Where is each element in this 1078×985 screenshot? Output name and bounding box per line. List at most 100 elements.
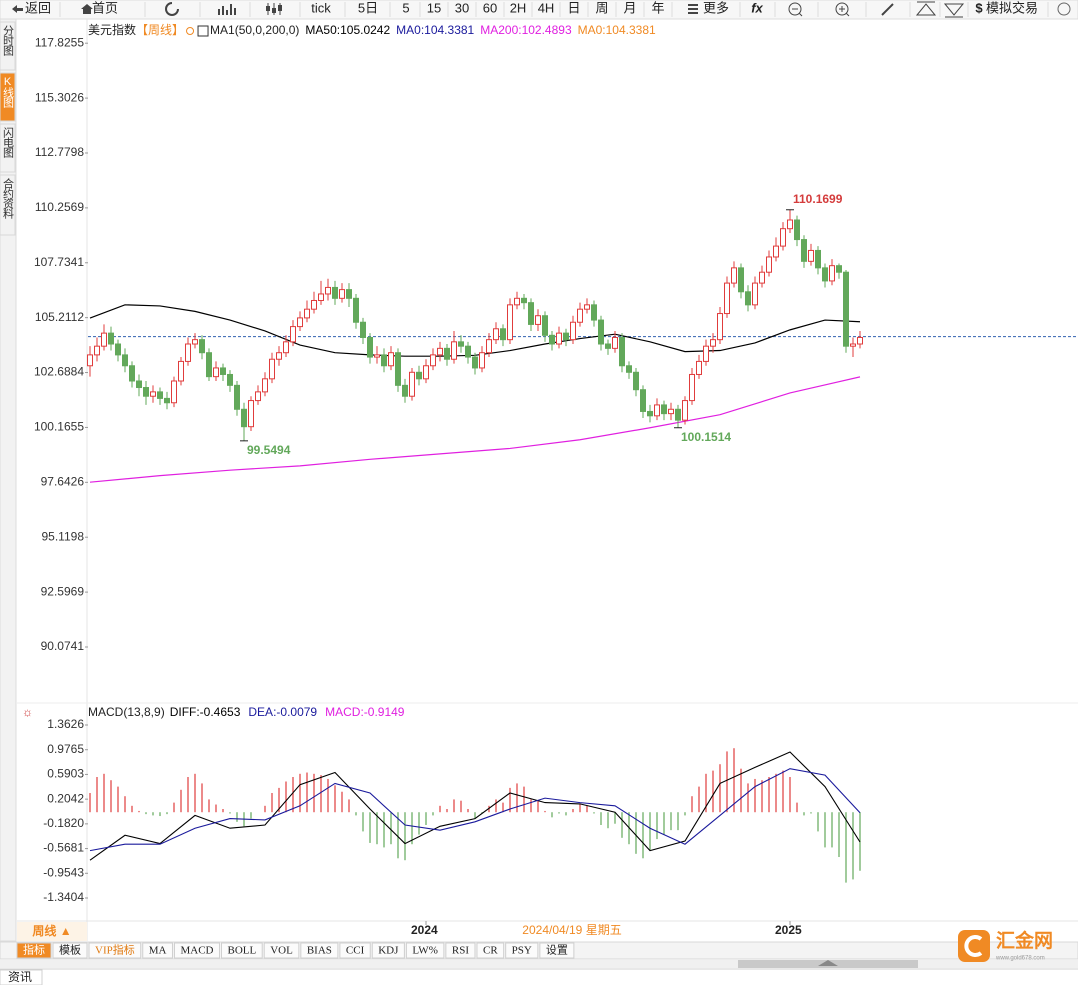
bottom-tab-label[interactable]: CR	[483, 945, 498, 957]
up-icon[interactable]	[915, 1, 937, 16]
period-button-bg[interactable]	[17, 922, 87, 941]
footer-tab-bg[interactable]	[0, 969, 43, 985]
side-tab[interactable]	[0, 72, 16, 122]
bottom-tab[interactable]	[371, 942, 405, 959]
candle-body	[248, 400, 254, 428]
legend-text: MA50:105.0242	[305, 23, 390, 37]
bottom-tab-label[interactable]: 指标	[23, 943, 45, 957]
bottom-tab-label[interactable]: PSY	[512, 945, 532, 957]
side-tab-label[interactable]: K线图	[2, 76, 15, 109]
candle-body	[262, 378, 268, 393]
side-tab[interactable]	[0, 21, 16, 71]
pen-icon[interactable]	[881, 3, 894, 16]
bottom-tab-label[interactable]: RSI	[452, 945, 469, 957]
toolbar-button[interactable]: 2H	[510, 0, 527, 15]
bottom-tab[interactable]	[142, 942, 173, 959]
bottom-tab[interactable]	[405, 942, 445, 959]
candle-body	[437, 347, 443, 356]
down-icon[interactable]	[943, 3, 965, 18]
refresh-icon[interactable]	[165, 2, 179, 16]
toolbar-button[interactable]: 首页	[92, 0, 118, 15]
bottom-tab[interactable]	[263, 942, 300, 959]
toolbar-button[interactable]: 15	[427, 0, 441, 15]
toolbar-button[interactable]: 模拟交易	[986, 0, 1038, 15]
period-label: 【周线】	[136, 23, 184, 37]
candle-body	[542, 315, 548, 336]
candle-body	[234, 384, 240, 410]
toolbar-button[interactable]: 周	[595, 0, 608, 15]
toolbar-button[interactable]: 更多	[703, 0, 729, 15]
candle-body	[675, 408, 681, 421]
bottom-tab[interactable]	[539, 942, 575, 959]
bottom-tab-label[interactable]: VOL	[270, 945, 293, 957]
bottom-tab-label[interactable]: BIAS	[307, 945, 332, 957]
back-icon[interactable]	[12, 5, 23, 13]
bottom-tab-label[interactable]: MA	[149, 945, 167, 957]
zoom-out-icon[interactable]	[788, 2, 802, 16]
bottom-tab[interactable]	[220, 942, 263, 959]
home-icon[interactable]	[81, 4, 93, 14]
candle-body	[710, 339, 716, 347]
y-tick-label: -0.9543	[43, 865, 84, 879]
bottom-tab-label[interactable]: 模板	[59, 943, 81, 957]
menu-icon[interactable]	[688, 4, 698, 14]
x-tick-label: 2025	[775, 923, 802, 937]
bottom-tab[interactable]	[300, 942, 339, 959]
bottom-tab[interactable]	[445, 942, 476, 959]
side-tab[interactable]	[0, 123, 16, 173]
bottom-tab-label[interactable]: KDJ	[378, 945, 399, 957]
indicator-box[interactable]	[197, 25, 209, 37]
candle-body	[94, 345, 100, 356]
side-tab-label[interactable]: 闪电图	[2, 126, 15, 159]
footer-tab[interactable]: 资讯	[8, 970, 32, 984]
bottom-tab[interactable]	[88, 942, 142, 959]
bottom-tab[interactable]	[476, 942, 505, 959]
bottom-tab[interactable]	[173, 942, 220, 959]
candle-body	[514, 297, 520, 306]
toolbar-button[interactable]: 5	[402, 0, 409, 15]
toolbar-button[interactable]: 返回	[25, 0, 51, 15]
zoom-in-icon[interactable]	[835, 2, 849, 16]
extreme-label: 110.1699	[793, 192, 843, 206]
more-icon[interactable]	[1057, 2, 1071, 16]
candle-body	[185, 343, 191, 362]
bottom-tab[interactable]	[52, 942, 88, 959]
toolbar-button[interactable]: fx	[751, 0, 763, 15]
candle-body	[661, 404, 667, 415]
y-tick-label: -0.1820	[43, 816, 84, 830]
bottom-tab-label[interactable]: 设置	[546, 944, 568, 957]
period-button[interactable]: 周线 ▲	[32, 923, 71, 938]
candle-body	[500, 328, 506, 341]
candle-icon-bodies[interactable]	[266, 5, 282, 13]
chart-icon[interactable]	[218, 4, 236, 15]
bottom-tab-label[interactable]: VIP指标	[95, 943, 135, 957]
legend-text: MA0:104.3381	[578, 23, 656, 37]
y-tick-label: 95.1198	[42, 529, 85, 543]
side-tab-label[interactable]: 分时图	[2, 25, 15, 57]
candle-body	[584, 304, 590, 310]
bottom-tab-label[interactable]: CCI	[346, 945, 365, 957]
side-tab-label[interactable]: 合约资料	[2, 177, 15, 220]
toolbar-button[interactable]: 日	[567, 0, 580, 15]
bottom-tab[interactable]	[339, 942, 371, 959]
candle-body	[423, 365, 429, 380]
bottom-tab-label[interactable]: BOLL	[227, 945, 256, 957]
bottom-tab[interactable]	[505, 942, 539, 959]
toolbar-button[interactable]: 60	[483, 0, 497, 15]
zoom-in-plus	[839, 6, 850, 17]
toolbar-button[interactable]: tick	[311, 0, 331, 15]
bottom-tab-label[interactable]: LW%	[412, 945, 437, 957]
side-tab[interactable]	[0, 174, 16, 236]
settings-icon[interactable]: ☼	[22, 705, 33, 719]
toolbar-button[interactable]: 月	[623, 0, 636, 15]
toolbar-button[interactable]: 年	[651, 0, 664, 15]
toolbar-button[interactable]: 5日	[358, 0, 378, 15]
toolbar-button[interactable]: 4H	[538, 0, 555, 15]
candle-body	[241, 408, 247, 428]
indicator-icon[interactable]	[186, 27, 195, 35]
bottom-tab[interactable]	[16, 942, 52, 959]
bottom-tab-label[interactable]: MACD	[180, 945, 213, 957]
candle-body	[444, 347, 450, 360]
toolbar-button[interactable]: 30	[455, 0, 469, 15]
